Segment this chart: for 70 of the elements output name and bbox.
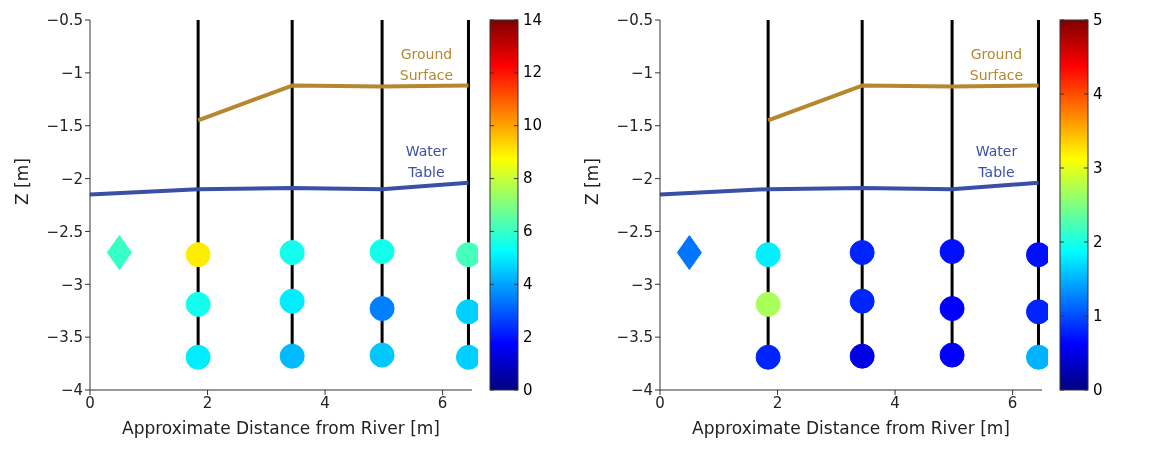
color-bar-label: 14 — [523, 10, 543, 29]
point — [849, 288, 875, 314]
y-tick-label: −1.5 — [46, 117, 83, 136]
point — [106, 235, 132, 271]
y-axis-title: Z [m] — [12, 158, 33, 205]
x-tick-label: 4 — [890, 393, 900, 412]
point — [849, 240, 875, 266]
point — [185, 291, 211, 317]
y-tick-label: −4 — [630, 381, 653, 400]
x-axis-title: Approximate Distance from River [m] — [692, 418, 1010, 438]
y-tick-label: −3 — [630, 275, 653, 294]
series-label: Water Table — [975, 142, 1018, 180]
y-tick-label: −3.5 — [616, 328, 653, 347]
color-bar-label: 0 — [1093, 380, 1103, 399]
x-tick-label: 6 — [1007, 393, 1018, 412]
color-bar-label: 6 — [523, 221, 533, 240]
color-bar-label: 5 — [1093, 10, 1103, 29]
point — [755, 344, 781, 370]
line-series — [658, 180, 1041, 197]
x-tick-label: 0 — [85, 393, 95, 412]
point — [755, 291, 781, 317]
y-axis-title: Z [m] — [582, 158, 603, 205]
point — [279, 240, 305, 266]
y-tick-label: −2.5 — [616, 222, 653, 241]
y-tick-label: −0.5 — [46, 11, 83, 30]
point — [849, 343, 875, 369]
y-tick-label: −1 — [60, 64, 83, 83]
point — [279, 343, 305, 369]
color-bar-label: 8 — [523, 169, 533, 188]
point — [185, 344, 211, 370]
color-bar-label: 3 — [1093, 158, 1103, 177]
color-bar-label: 2 — [1093, 232, 1103, 251]
line-series — [88, 180, 471, 197]
y-tick-label: −3 — [60, 275, 83, 294]
series-label: Water Table — [405, 142, 448, 180]
x-axis-title: Approximate Distance from River [m] — [122, 418, 440, 438]
series-label: Ground Surface — [399, 45, 454, 83]
y-tick-label: −1 — [630, 64, 653, 83]
x-tick-label: 6 — [437, 393, 448, 412]
y-tick-label: −4 — [60, 381, 83, 400]
colorbar: 0 1 2 3 4 5 — [1048, 8, 1128, 438]
point — [939, 239, 965, 265]
color-bar-label: 1 — [1093, 306, 1103, 325]
point — [279, 288, 305, 314]
color-bar-label: 12 — [523, 63, 543, 82]
color-bar-label: 4 — [523, 274, 533, 293]
y-tick-label: −2.5 — [46, 222, 83, 241]
y-tick-label: −1.5 — [616, 117, 653, 136]
x-tick-label: 2 — [202, 393, 213, 412]
x-tick-label: 0 — [655, 393, 665, 412]
series-label: Ground Surface — [969, 45, 1024, 83]
point — [939, 342, 965, 368]
point — [755, 242, 781, 268]
color-bar-label: 10 — [523, 116, 543, 135]
y-tick-label: −3.5 — [46, 328, 83, 347]
x-tick-label: 4 — [320, 393, 330, 412]
y-tick-label: −2 — [60, 169, 83, 188]
point — [369, 342, 395, 368]
color-bar-label: 0 — [523, 380, 533, 399]
y-tick-label: −2 — [630, 169, 653, 188]
point — [676, 235, 702, 271]
color-bar-label: 2 — [523, 327, 533, 346]
point — [939, 296, 965, 322]
x-tick-label: 2 — [772, 393, 783, 412]
color-bar-label: 4 — [1093, 84, 1103, 103]
point — [369, 239, 395, 265]
y-tick-label: −0.5 — [616, 11, 653, 30]
point — [185, 242, 211, 268]
point — [369, 296, 395, 322]
colorbar: 0 2 4 6 8 10 12 14 — [478, 8, 558, 438]
